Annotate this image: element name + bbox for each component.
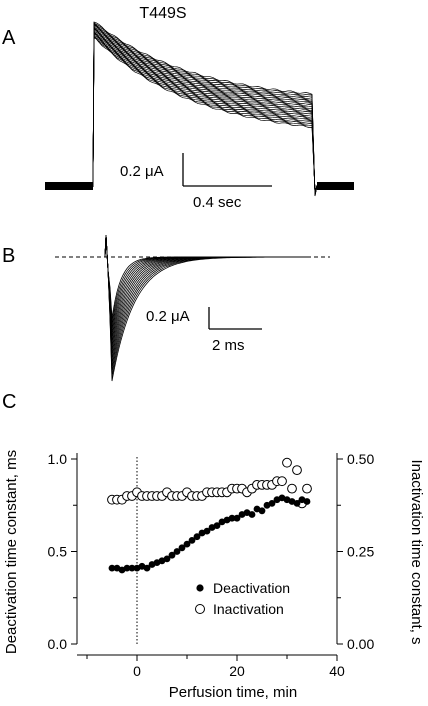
panel-a-current-trace [44, 29, 355, 194]
panel-b-tail-current-trace [104, 234, 311, 344]
panel-b-tail-current-trace [104, 234, 311, 327]
legend: Deactivation Inactivation [195, 580, 290, 617]
panel-b-scale-current-label: 0.2 μA [146, 308, 190, 325]
panel-b-tail-current-trace [104, 234, 311, 373]
deactivation-point [233, 514, 241, 522]
panel-a-current-trace [44, 25, 354, 196]
deactivation-point [163, 555, 171, 563]
panel-a-current-trace [44, 26, 355, 195]
panel-b-tail-current-trace [104, 234, 311, 382]
panel-label-c: C [2, 391, 16, 413]
panel-a-traces [44, 21, 355, 197]
deactivation-point [178, 544, 186, 552]
deactivation-point [228, 514, 236, 522]
panel-a-current-trace [44, 21, 355, 197]
x-tick-label: 20 [229, 663, 245, 679]
legend-marker-deactivation [196, 584, 204, 592]
inactivation-point [287, 483, 297, 494]
panel-a-current-trace [44, 33, 354, 193]
panel-a-current-trace [44, 25, 355, 195]
x-tick-label: 40 [329, 663, 345, 679]
deactivation-point [248, 511, 256, 518]
y-axis-right-title: Inactivation time constant, s [408, 459, 425, 644]
deactivation-point [128, 564, 136, 572]
y-left-tick-label: 1.0 [48, 451, 68, 467]
inactivation-point [292, 465, 302, 476]
deactivation-point [123, 564, 131, 572]
panel-a-scale-time-label: 0.4 sec [193, 194, 242, 211]
legend-marker-inactivation [195, 604, 205, 614]
panel-a-baseline-noise-left [45, 182, 93, 190]
figure-title: T449S [139, 5, 186, 22]
y-right-tick-label: 0.25 [347, 544, 374, 560]
panel-b-tail-current-trace [104, 234, 311, 331]
panel-a-current-trace [44, 31, 355, 194]
deactivation-point [188, 537, 196, 544]
panel-a-current-trace [45, 32, 354, 193]
panel-b-tail-current-trace [104, 234, 311, 356]
panel-a-current-trace [44, 29, 354, 194]
legend-label-inactivation: Inactivation [213, 601, 284, 617]
panel-b-tail-current-trace [104, 234, 311, 348]
panel-a-current-trace [45, 24, 354, 196]
deactivation-point [193, 533, 201, 541]
panel-label-a: A [2, 27, 16, 49]
deactivation-point [268, 500, 276, 507]
panel-a-scale-current-label: 0.2 μA [120, 163, 164, 180]
deactivation-point [203, 527, 211, 535]
deactivation-point [173, 548, 181, 555]
deactivation-point [213, 522, 221, 529]
x-tick-label: 0 [133, 663, 141, 679]
panel-a-baseline-noise-right [317, 182, 354, 190]
deactivation-point [293, 500, 301, 507]
panel-a-current-trace [44, 30, 355, 194]
panel-c-plot: 0 20 40 0.0 0.5 1.0 0.00 0.25 0.50 [48, 451, 375, 679]
x-axis-title: Perfusion time, min [169, 684, 297, 701]
panel-a-current-trace [45, 36, 354, 192]
inactivation-point [277, 476, 287, 487]
panel-a-current-trace [44, 34, 355, 193]
legend-label-deactivation: Deactivation [213, 580, 290, 596]
panel-a-current-trace [44, 26, 355, 195]
y-right-tick-label: 0.00 [347, 636, 374, 652]
panel-a-current-trace [44, 22, 355, 196]
deactivation-point [108, 564, 116, 572]
panel-a-current-trace [44, 35, 355, 193]
y-right-tick-label: 0.50 [347, 451, 374, 467]
y-left-tick-label: 0.5 [48, 544, 68, 560]
inactivation-point [302, 483, 312, 494]
panel-a-current-trace [44, 23, 355, 196]
panel-a-current-trace [44, 37, 354, 192]
panel-label-b: B [2, 245, 15, 267]
panel-b-traces [104, 234, 311, 382]
deactivation-point [143, 564, 151, 572]
panel-a-scale-bar: 0.2 μA 0.4 sec [120, 153, 272, 211]
panel-b-tail-current-trace [104, 234, 311, 377]
panel-b-scale-time-label: 2 ms [212, 337, 245, 354]
panel-a-current-trace [44, 35, 355, 192]
panel-a-current-trace [45, 28, 354, 195]
panel-a-current-trace [44, 34, 355, 193]
inactivation-point [282, 457, 292, 468]
deactivation-point [183, 540, 191, 548]
y-left-tick-label: 0.0 [48, 636, 68, 652]
panel-b-tail-current-trace [104, 234, 311, 369]
deactivation-point [258, 507, 266, 515]
panel-b-scale-bar: 0.2 μA 2 ms [146, 307, 262, 354]
deactivation-point [303, 498, 311, 505]
deactivation-point [168, 551, 176, 559]
panel-a-current-trace [44, 31, 355, 194]
y-axis-left-title: Deactivation time constant, ms [3, 450, 20, 654]
